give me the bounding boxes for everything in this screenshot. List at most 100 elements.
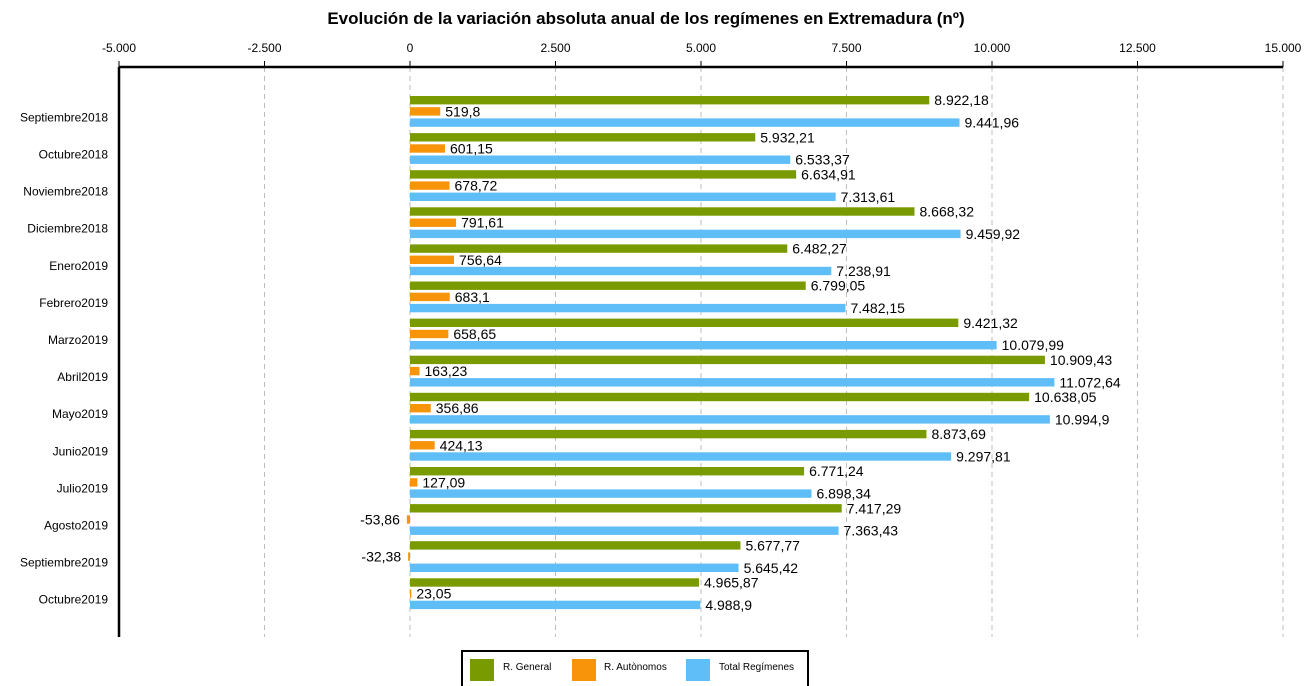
data-label: 6.482,27 — [792, 241, 847, 257]
data-label: -32,38 — [361, 549, 401, 565]
category-label: Noviembre2018 — [23, 185, 108, 199]
bar — [410, 541, 741, 550]
bar — [406, 515, 410, 524]
bar — [410, 144, 445, 153]
bar — [410, 415, 1050, 424]
tick-label: 12.500 — [1119, 41, 1156, 55]
data-label: 601,15 — [450, 141, 493, 157]
bar — [410, 366, 420, 376]
tick-label: 2.500 — [540, 41, 570, 55]
category-label: Julio2019 — [57, 481, 109, 495]
bars — [406, 96, 1055, 610]
bar — [410, 478, 418, 487]
data-label: 10.079,99 — [1002, 337, 1064, 353]
data-label: 791,61 — [461, 215, 504, 231]
data-label: 127,09 — [422, 474, 465, 490]
x-axis: -5.000 -2.500 0 2.500 5.000 7.500 10.000 12.500… — [102, 41, 1302, 69]
tick-label: 15.000 — [1265, 41, 1302, 55]
data-label: 4.965,87 — [704, 575, 759, 591]
bar — [410, 244, 788, 253]
bar — [410, 218, 457, 227]
data-label: 163,23 — [425, 363, 468, 379]
bar — [410, 181, 450, 190]
bar — [410, 192, 836, 201]
bar — [410, 303, 846, 313]
category-label: Marzo2019 — [48, 333, 108, 347]
category-label: Agosto2019 — [44, 519, 108, 533]
data-label: 7.417,29 — [847, 500, 902, 516]
bar — [410, 441, 435, 450]
data-label: 5.645,42 — [744, 560, 799, 576]
data-label: 10.638,05 — [1034, 389, 1096, 405]
bar — [410, 207, 915, 216]
tick-label: 7.500 — [831, 41, 861, 55]
data-label: 4.988,9 — [705, 597, 752, 613]
legend-label: R. Autònomos — [604, 662, 667, 673]
bar — [410, 404, 431, 413]
category-label: Junio2019 — [53, 444, 109, 458]
bar — [410, 118, 960, 127]
data-label: 10.994,9 — [1055, 411, 1110, 427]
category-label: Febrero2019 — [39, 296, 108, 310]
bar — [410, 96, 930, 105]
bar — [410, 107, 441, 116]
data-label: 658,65 — [453, 326, 496, 342]
data-label: 7.238,91 — [836, 263, 891, 279]
category-label: Mayo2019 — [52, 407, 108, 421]
legend-box — [461, 650, 809, 686]
category-label: Diciembre2018 — [27, 222, 108, 236]
data-label: 9.459,92 — [966, 226, 1021, 242]
category-label: Abril2019 — [57, 370, 108, 384]
bar — [410, 578, 700, 587]
data-label: 8.922,18 — [934, 92, 989, 108]
bar — [410, 589, 412, 598]
category-label: Septiembre2018 — [20, 110, 108, 124]
bar — [410, 318, 959, 327]
data-label: 6.533,37 — [795, 152, 850, 168]
bar — [410, 378, 1055, 387]
bar — [410, 429, 927, 439]
bar — [410, 255, 455, 264]
tick-label: -5.000 — [102, 41, 136, 55]
bar — [410, 355, 1045, 365]
legend-label: Total Regímenes — [719, 662, 794, 673]
data-label: 519,8 — [445, 103, 480, 119]
data-label: 23,05 — [416, 586, 451, 602]
data-label: 756,64 — [459, 252, 502, 268]
data-label: 6.634,91 — [801, 166, 856, 182]
bar — [410, 281, 806, 290]
bar — [410, 266, 832, 276]
data-label: 5.932,21 — [760, 129, 815, 145]
data-label: 11.072,64 — [1059, 374, 1120, 390]
data-label: 7.313,61 — [841, 189, 896, 205]
legend-label: R. General — [503, 662, 551, 673]
bar — [410, 133, 756, 142]
data-label: 6.898,34 — [816, 486, 871, 502]
bar — [410, 600, 701, 610]
data-label: 9.441,96 — [965, 115, 1020, 131]
data-label: -53,86 — [360, 512, 400, 528]
tick-label: 10.000 — [974, 41, 1011, 55]
data-label: 356,86 — [436, 400, 479, 416]
bar — [410, 563, 739, 572]
data-label: 5.677,77 — [745, 537, 800, 553]
bar — [408, 552, 410, 561]
chart-title: Evolución de la variación absoluta anual… — [327, 9, 964, 28]
data-label: 6.799,05 — [811, 278, 866, 294]
tick-label: 0 — [407, 41, 414, 55]
data-label: 8.668,32 — [919, 204, 974, 220]
bar — [410, 292, 450, 302]
data-label: 6.771,24 — [809, 463, 864, 479]
data-label: 683,1 — [455, 289, 490, 305]
category-label: Enero2019 — [49, 259, 108, 273]
bar — [410, 155, 791, 164]
data-label: 7.363,43 — [844, 523, 899, 539]
data-label: 8.873,69 — [931, 426, 986, 442]
bar — [410, 392, 1030, 402]
data-label: 678,72 — [455, 178, 498, 194]
data-label: 10.909,43 — [1050, 352, 1112, 368]
bar — [410, 329, 449, 339]
tick-label: -2.500 — [247, 41, 281, 55]
category-label: Octubre2018 — [39, 148, 109, 162]
